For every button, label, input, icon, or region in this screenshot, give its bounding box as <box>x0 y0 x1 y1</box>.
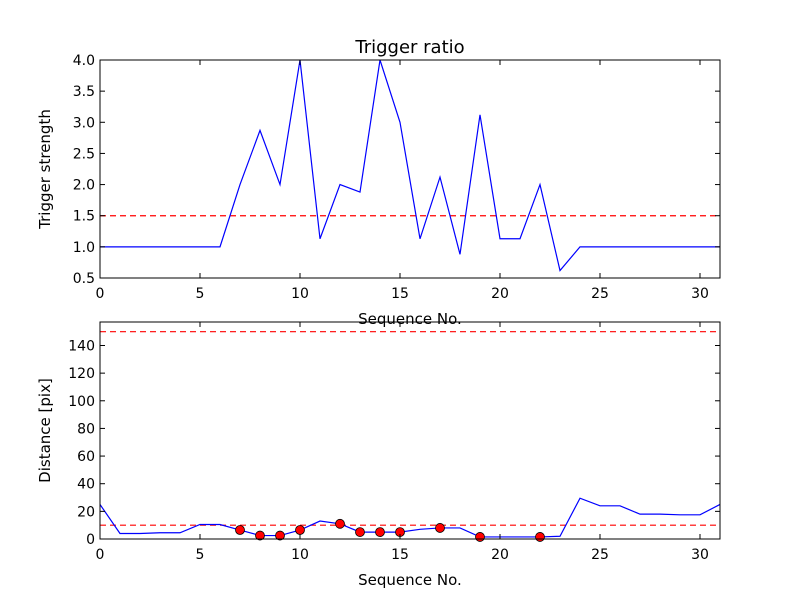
top-y-tick-label: 3.0 <box>73 115 95 131</box>
bottom-plot-area <box>100 331 720 542</box>
chart-title: Trigger ratio <box>354 37 464 58</box>
top-x-tick-label: 15 <box>391 286 409 302</box>
bottom-x-tick-label: 0 <box>96 547 105 563</box>
top-y-tick-label: 4.0 <box>73 53 95 69</box>
top-y-tick-label: 3.5 <box>73 84 95 100</box>
top-y-tick-label: 0.5 <box>73 271 95 287</box>
bottom-data-point <box>475 532 485 542</box>
top-y-tick-label: 2.5 <box>73 146 95 162</box>
top-y-tick-label: 2.0 <box>73 178 95 194</box>
bottom-x-tick-label: 5 <box>196 547 205 563</box>
bottom-x-tick-label: 25 <box>591 547 609 563</box>
bottom-data-point <box>435 523 445 533</box>
bottom-x-tick-label: 20 <box>491 547 509 563</box>
top-y-tick-label: 1.5 <box>73 209 95 225</box>
bottom-y-tick-label: 40 <box>77 477 95 493</box>
bottom-x-tick-label: 15 <box>391 547 409 563</box>
top-subplot: 0 5 10 15 20 25 30 0.5 1.0 1.5 2.0 2.5 3.0 3.5 4.0 Tri… <box>36 37 721 328</box>
bottom-axes-frame <box>99 321 721 540</box>
bottom-subplot: 0 5 10 15 20 25 30 0 20 40 60 80 100 120 140 Sequence … <box>36 321 721 589</box>
bottom-y-tick-label: 140 <box>68 338 95 354</box>
top-x-axis-label: Sequence No. <box>358 310 462 328</box>
bottom-data-point <box>255 530 265 541</box>
bottom-data-point <box>375 527 385 537</box>
bottom-data-point <box>355 527 365 537</box>
bottom-y-tick-label: 100 <box>68 394 95 410</box>
bottom-x-axis-label: Sequence No. <box>358 571 462 589</box>
top-series-line-0 <box>100 60 720 272</box>
bottom-data-point <box>275 530 285 541</box>
bottom-x-tick-label: 30 <box>691 547 709 563</box>
bottom-y-tick-label: 80 <box>77 421 95 437</box>
bottom-y-tick-label: 60 <box>77 449 95 465</box>
top-plot-area <box>100 60 720 272</box>
bottom-y-tick-label: 20 <box>77 504 95 520</box>
top-x-tick-label: 5 <box>196 286 205 302</box>
top-x-tick-label: 30 <box>691 286 709 302</box>
bottom-series-line-0 <box>100 497 720 538</box>
bottom-data-point <box>335 518 345 529</box>
bottom-y-tick-label: 120 <box>68 366 95 382</box>
top-x-tick-label: 20 <box>491 286 509 302</box>
bottom-x-tick-label: 10 <box>291 547 309 563</box>
bottom-ticks: 0 5 10 15 20 25 30 0 20 40 60 80 100 120 140 <box>68 322 720 563</box>
top-y-tick-label: 1.0 <box>73 240 95 256</box>
top-x-tick-label: 25 <box>591 286 609 302</box>
bottom-data-point <box>235 525 245 535</box>
top-axes-frame <box>99 59 721 279</box>
top-x-tick-label: 10 <box>291 286 309 302</box>
bottom-data-point <box>295 525 305 535</box>
bottom-y-tick-label: 0 <box>86 532 95 548</box>
bottom-y-axis-label: Distance [pix] <box>36 378 54 483</box>
top-data-group <box>100 60 720 272</box>
top-x-tick-label: 0 <box>96 286 105 302</box>
top-y-axis-label: Trigger strength <box>36 109 54 230</box>
top-ticks: 0 5 10 15 20 25 30 0.5 1.0 1.5 2.0 2.5 3.0 3.5 4.0 <box>73 53 720 302</box>
bottom-data-group <box>100 331 720 538</box>
bottom-data-point <box>535 532 545 542</box>
